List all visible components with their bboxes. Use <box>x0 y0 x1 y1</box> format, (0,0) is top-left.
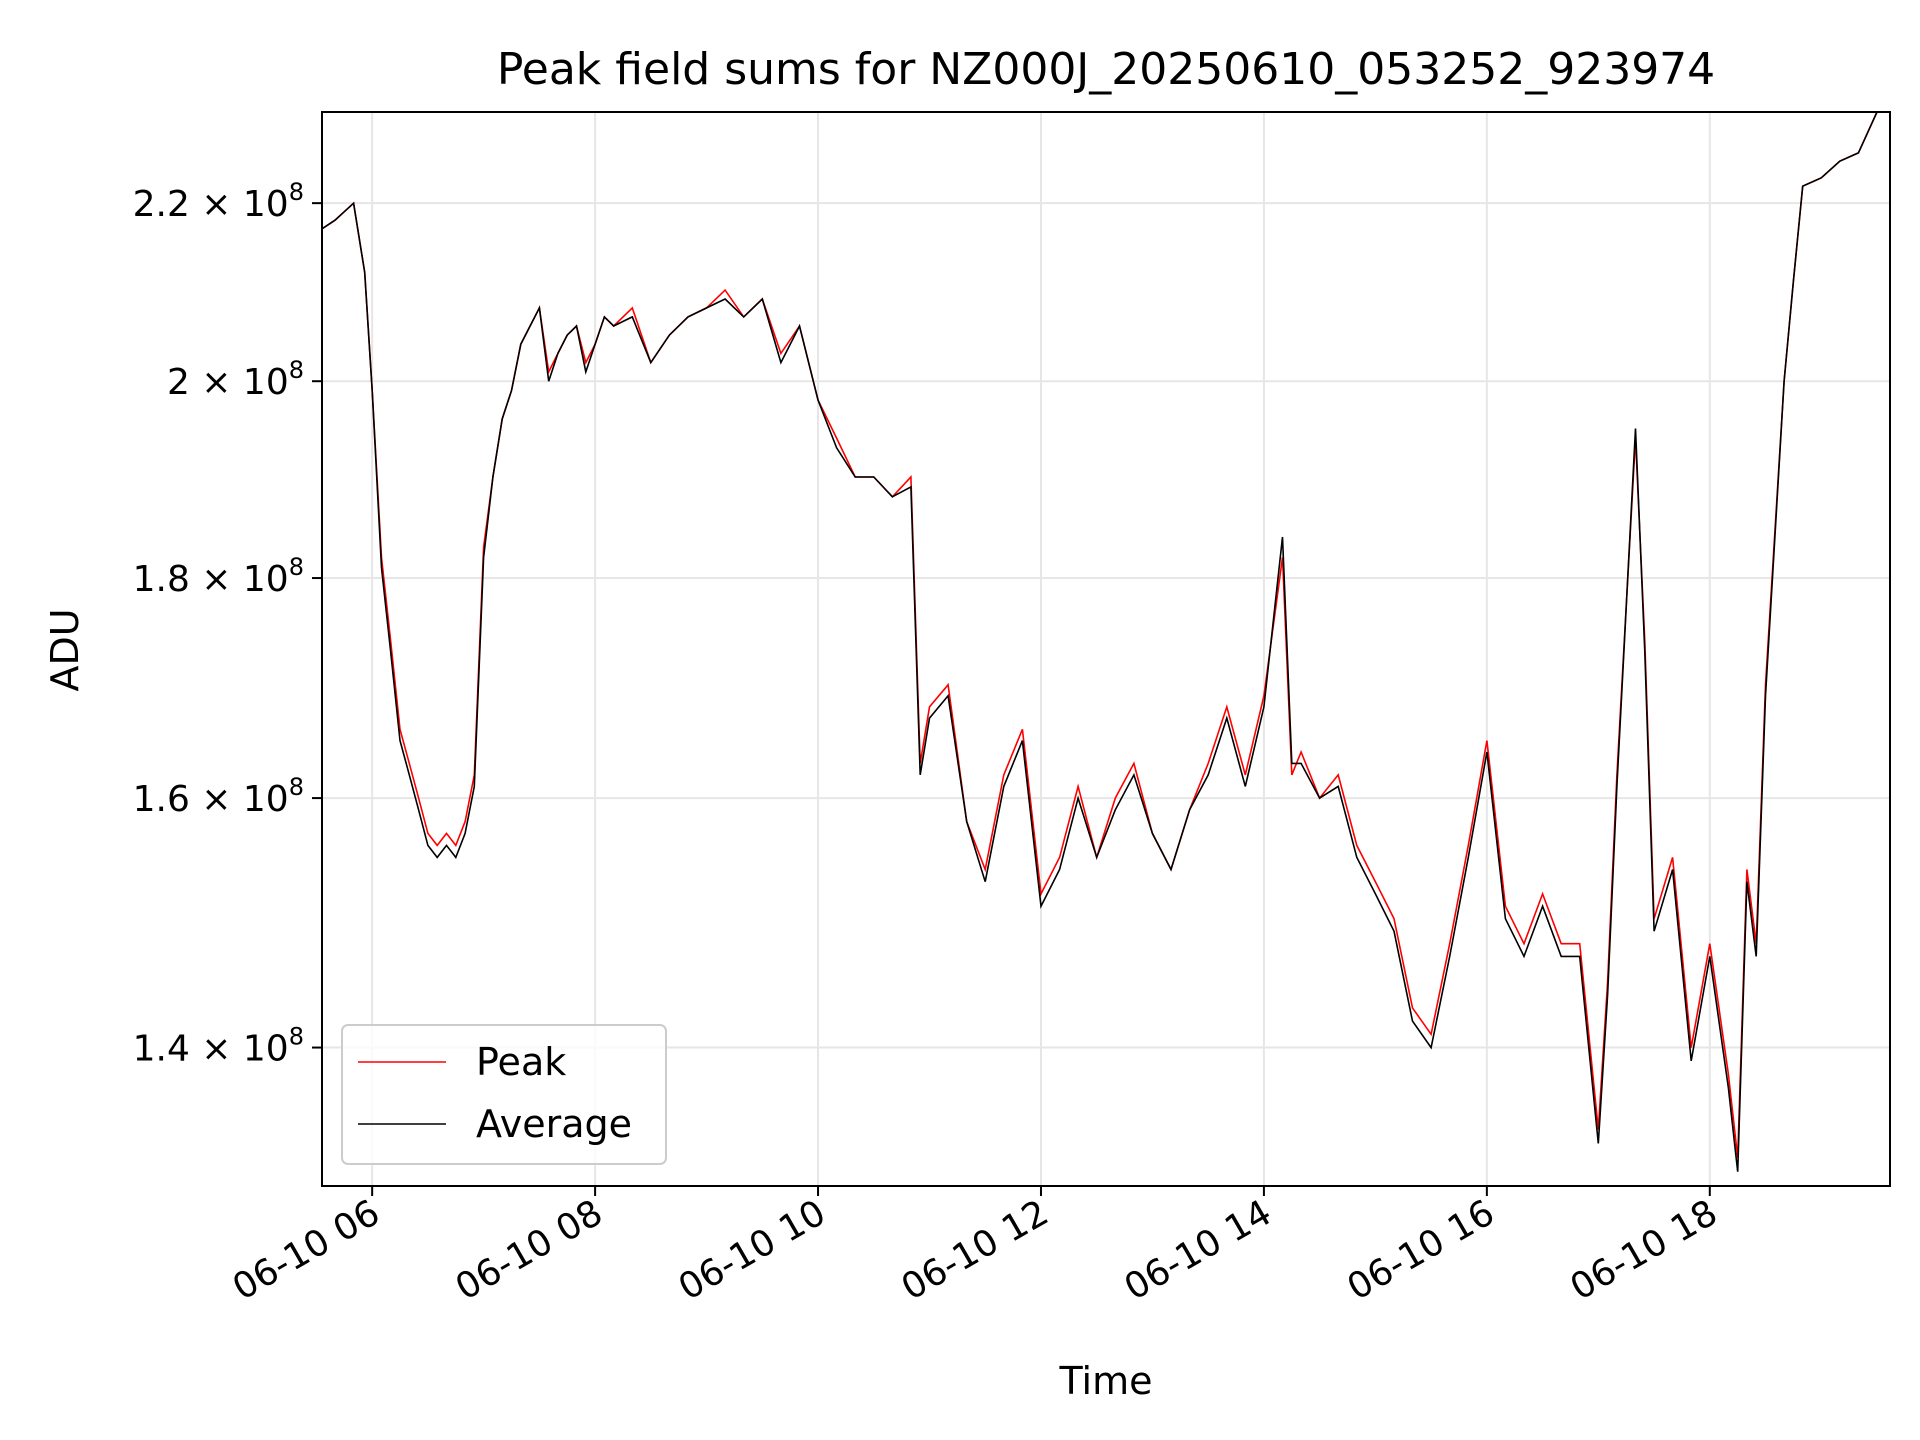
y-tick-label: 1.6 × 108 <box>133 773 304 820</box>
y-axis: 1.4 × 108 1.6 × 108 1.8 × 108 2 × 108 2.2 × … <box>133 178 322 1070</box>
chart-title: Peak field sums for NZ000J_20250610_0532… <box>497 44 1715 95</box>
y-axis-label: ADU <box>43 608 87 691</box>
axes-frame <box>321 111 1891 1187</box>
legend-label-peak: Peak <box>476 1040 566 1084</box>
series-line-average <box>322 112 1878 1172</box>
x-axis-label: Time <box>1059 1359 1153 1403</box>
legend: Peak Average <box>341 1024 667 1165</box>
y-tick-label: 1.4 × 108 <box>133 1023 304 1070</box>
y-tick-label: 2 × 108 <box>167 356 304 403</box>
y-tick-label: 1.8 × 108 <box>133 553 304 600</box>
plot-area <box>322 112 1878 1172</box>
y-tick-label: 2.2 × 108 <box>133 178 304 225</box>
legend-label-average: Average <box>476 1102 632 1146</box>
legend-box <box>341 1024 667 1165</box>
